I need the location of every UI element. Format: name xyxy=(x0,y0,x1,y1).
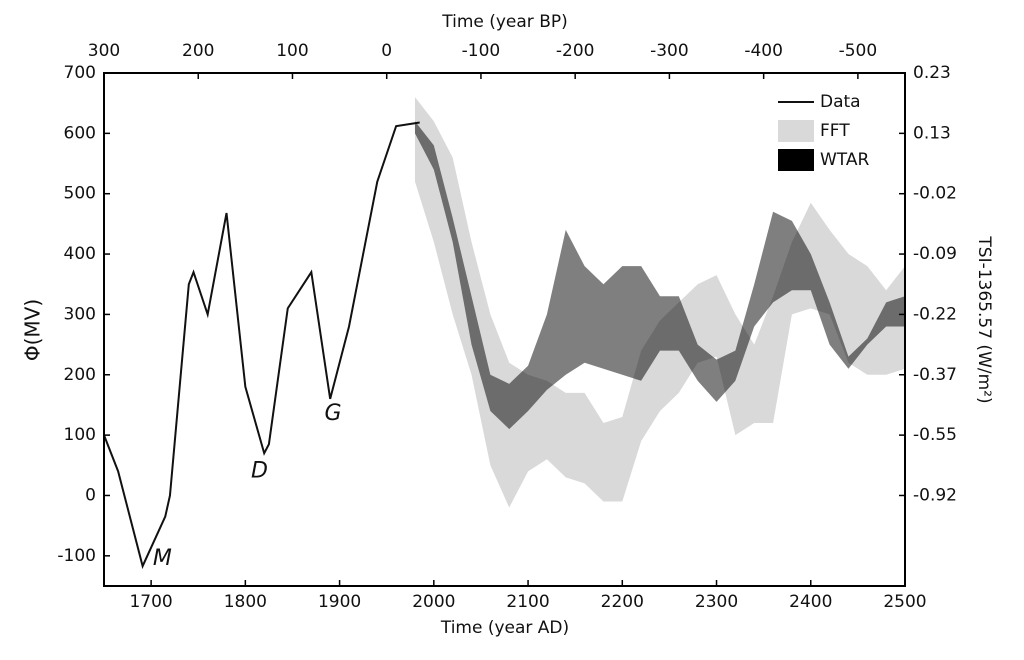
annotation: D xyxy=(251,458,268,483)
annotation: M xyxy=(153,546,172,571)
legend-label: WTAR xyxy=(820,150,870,170)
y-tick-label: 200 xyxy=(64,365,96,385)
x-tick-label: 1700 xyxy=(129,592,172,612)
y2-tick-label: -0.09 xyxy=(913,244,957,264)
y-tick-label: 400 xyxy=(64,244,96,264)
x2-tick-label: 100 xyxy=(276,41,308,61)
y-tick-label: 0 xyxy=(85,485,96,505)
x-tick-label: 2500 xyxy=(883,592,926,612)
x-tick-label: 2100 xyxy=(506,592,549,612)
x2-tick-label: -500 xyxy=(839,41,878,61)
band xyxy=(414,97,905,508)
y-tick-label: 100 xyxy=(64,425,96,445)
band xyxy=(414,121,905,430)
y2-tick-label: -0.22 xyxy=(913,304,957,324)
data-line xyxy=(103,121,420,570)
legend-swatch xyxy=(778,120,814,142)
y-axis-label: Φ(MV) xyxy=(21,299,45,361)
y-tick-label: 600 xyxy=(64,123,96,143)
x2-axis-label: Time (year BP) xyxy=(441,12,568,32)
y2-tick-label: -0.55 xyxy=(913,425,957,445)
y-tick-label: -100 xyxy=(57,546,96,566)
legend-label: Data xyxy=(820,92,861,112)
x-tick-label: 1900 xyxy=(318,592,361,612)
y2-axis-label: TSI-1365.57 (W/m²) xyxy=(974,235,994,403)
y-tick-label: 300 xyxy=(64,304,96,324)
x-tick-label: 2300 xyxy=(695,592,738,612)
x-tick-label: 1800 xyxy=(224,592,267,612)
y2-tick-label: -0.37 xyxy=(913,365,957,385)
x2-tick-label: -400 xyxy=(744,41,783,61)
legend-label: FFT xyxy=(820,121,850,141)
y-tick-label: 500 xyxy=(64,184,96,204)
y2-tick-label: -0.92 xyxy=(913,485,957,505)
plot-frame xyxy=(103,72,906,587)
x-tick-label: 2000 xyxy=(412,592,455,612)
x-tick-label: 2200 xyxy=(601,592,644,612)
x2-tick-label: -100 xyxy=(462,41,501,61)
x2-tick-label: 0 xyxy=(381,41,392,61)
x2-tick-label: 300 xyxy=(88,41,120,61)
x-axis-label: Time (year AD) xyxy=(440,618,569,638)
x2-tick-label: -200 xyxy=(556,41,595,61)
y2-tick-label: -0.02 xyxy=(913,184,957,204)
y2-tick-label: 0.13 xyxy=(913,123,951,143)
legend-swatch xyxy=(778,149,814,171)
y2-tick-label: 0.23 xyxy=(913,63,951,83)
y-tick-label: 700 xyxy=(64,63,96,83)
x2-tick-label: 200 xyxy=(182,41,214,61)
x-tick-label: 2400 xyxy=(789,592,832,612)
x2-tick-label: -300 xyxy=(650,41,689,61)
annotation: G xyxy=(324,401,341,426)
